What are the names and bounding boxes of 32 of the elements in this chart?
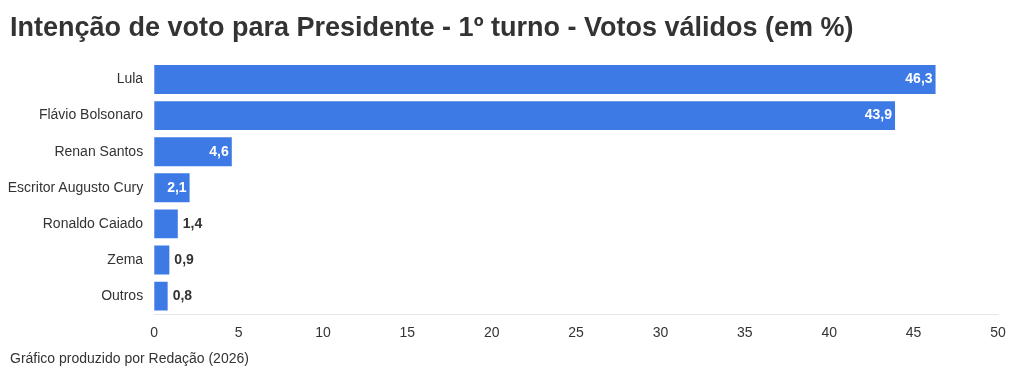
x-tick-label: 20 xyxy=(483,324,500,341)
y-tick-label: Flávio Bolsonaro xyxy=(38,106,144,123)
y-tick-label: Renan Santos xyxy=(54,142,144,159)
y-tick-label: Zema xyxy=(107,250,144,267)
x-tick-label: 45 xyxy=(905,324,922,341)
data-label: 0,9 xyxy=(174,250,195,267)
bar xyxy=(154,137,232,167)
text: Gráfico produzido por Redação (2026) xyxy=(10,350,249,366)
data-label: 0,8 xyxy=(172,287,193,303)
bar xyxy=(154,209,178,239)
data-label: 4,6 xyxy=(209,142,229,159)
data-label: 46,3 xyxy=(905,70,933,87)
bar xyxy=(154,101,896,131)
data-label: 43,9 xyxy=(864,106,893,123)
x-tick-label: 10 xyxy=(315,324,331,341)
x-tick-label: 30 xyxy=(652,324,669,341)
x-tick-label: 0 xyxy=(150,324,159,341)
chart-title: Intenção de voto para Presidente - 1º turno - Votos válidos (em %) xyxy=(10,12,854,43)
x-tick-label: 5 xyxy=(234,324,243,341)
x-tick-label: 35 xyxy=(737,324,753,341)
x-tick-label: 25 xyxy=(568,324,585,341)
y-tick-label: Lula xyxy=(116,70,144,87)
y-tick-label: Escritor Augusto Cury xyxy=(7,178,144,195)
data-label: 1,4 xyxy=(182,214,203,231)
bar xyxy=(154,65,936,94)
x-tick-label: 40 xyxy=(821,324,838,341)
data-label: 2,1 xyxy=(167,178,187,195)
x-tick-label: 15 xyxy=(399,324,416,341)
y-tick-label: Ronaldo Caiado xyxy=(42,214,144,231)
y-tick-label: Outros xyxy=(101,287,144,303)
bar xyxy=(154,281,168,311)
x-tick-label: 50 xyxy=(990,324,1006,341)
